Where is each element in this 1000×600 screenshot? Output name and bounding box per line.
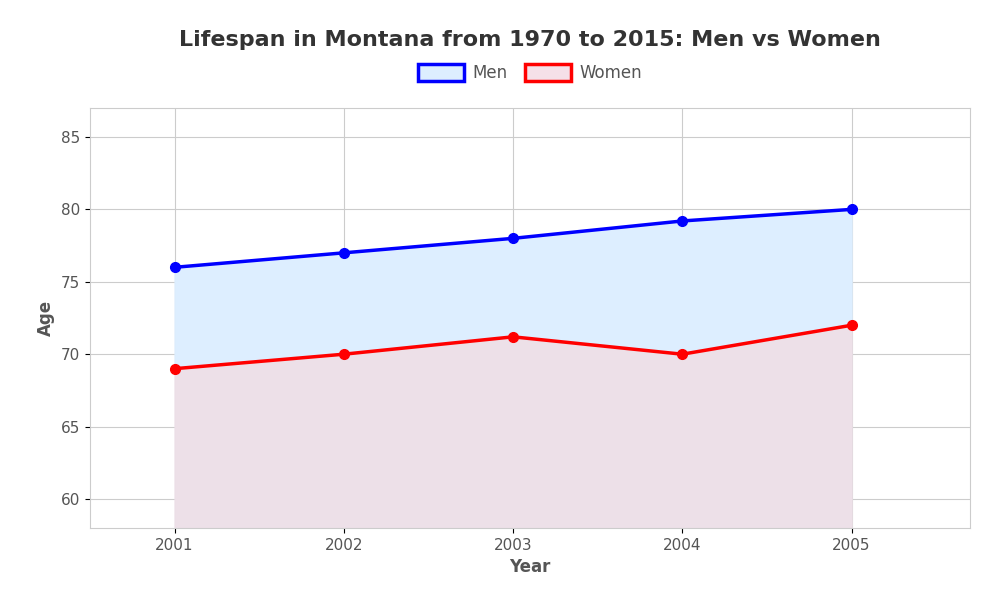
Title: Lifespan in Montana from 1970 to 2015: Men vs Women: Lifespan in Montana from 1970 to 2015: M… — [179, 29, 881, 49]
Y-axis label: Age: Age — [37, 300, 55, 336]
X-axis label: Year: Year — [509, 558, 551, 576]
Legend: Men, Women: Men, Women — [411, 58, 649, 89]
